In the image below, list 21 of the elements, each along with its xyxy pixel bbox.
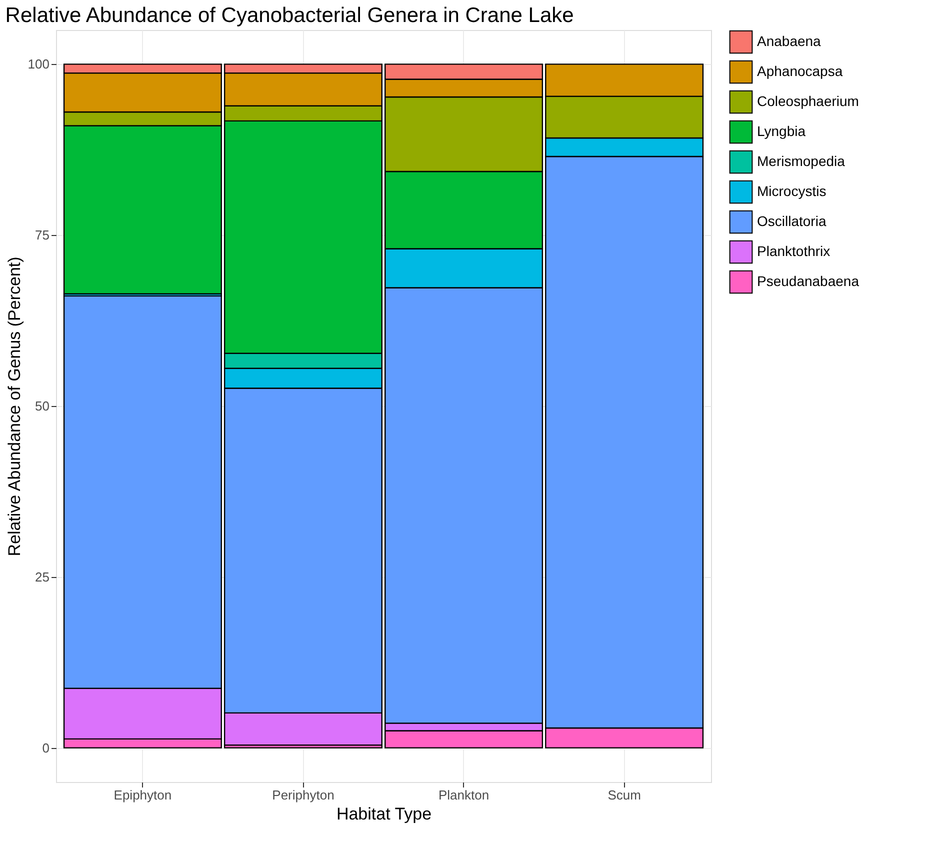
legend-label: Microcystis	[757, 183, 826, 199]
legend-label: Merismopedia	[757, 153, 846, 169]
x-tick-label: Scum	[608, 788, 641, 802]
legend-label: Planktothrix	[757, 243, 830, 259]
legend-label: Oscillatoria	[757, 213, 826, 229]
legend-label: Pseudanabaena	[757, 273, 860, 289]
legend-label: Lyngbia	[757, 123, 806, 139]
y-tick-label: 0	[42, 740, 50, 756]
x-axis-title: Habitat Type	[336, 804, 432, 824]
y-tick-label: 75	[35, 228, 50, 243]
chart-title: Relative Abundance of Cyanobacterial Genera in Crane Lake	[5, 4, 574, 27]
x-tick-label: Epiphyton	[114, 788, 172, 802]
y-tick-label: 25	[35, 569, 50, 584]
x-tick-label: Plankton	[438, 788, 490, 802]
y-tick-label: 50	[35, 398, 50, 414]
legend-label: Anabaena	[757, 33, 822, 49]
y-axis-title: Relative Abundance of Genus (Percent)	[4, 256, 24, 556]
y-tick-label: 100	[28, 56, 50, 72]
legend-label: Coleosphaerium	[757, 93, 859, 109]
legend-label: Aphanocapsa	[757, 63, 843, 79]
x-tick-label: Periphyton	[272, 788, 334, 802]
